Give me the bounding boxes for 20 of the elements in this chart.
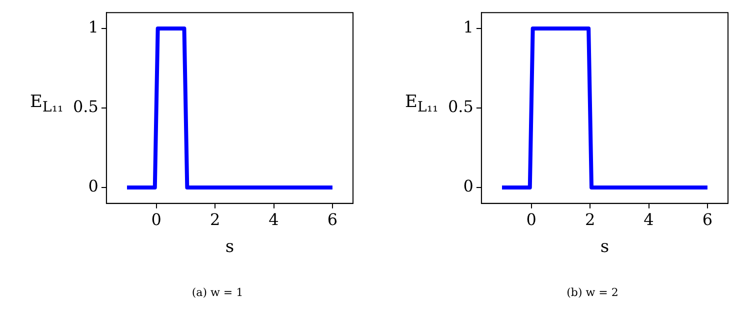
x-tick-label: 2 xyxy=(210,210,220,230)
y-tick-label: 0.5 xyxy=(72,97,98,116)
text: (a) w = 1 xyxy=(190,286,244,299)
x-tick-label: 4 xyxy=(644,210,654,230)
y-tick-label: 0 xyxy=(463,176,474,196)
text: (b) w = 2 xyxy=(566,286,620,299)
y-tick-label: 1 xyxy=(463,18,474,37)
x-tick-label: 0 xyxy=(526,210,536,230)
x-tick-label: 4 xyxy=(268,210,279,230)
x-axis-title: s xyxy=(225,237,234,258)
y-axis-title: E$_{L₁₁}$ xyxy=(30,92,64,116)
x-axis-title: s xyxy=(600,237,610,258)
y-axis-title: E$_{L₁₁}$ xyxy=(405,92,438,116)
x-tick-label: 6 xyxy=(702,210,713,230)
y-tick-label: 0 xyxy=(88,176,98,196)
x-tick-label: 6 xyxy=(327,210,338,230)
y-tick-label: 0.5 xyxy=(448,97,474,116)
x-tick-label: 0 xyxy=(151,210,162,230)
y-tick-label: 1 xyxy=(88,18,98,37)
x-tick-label: 2 xyxy=(584,210,596,230)
